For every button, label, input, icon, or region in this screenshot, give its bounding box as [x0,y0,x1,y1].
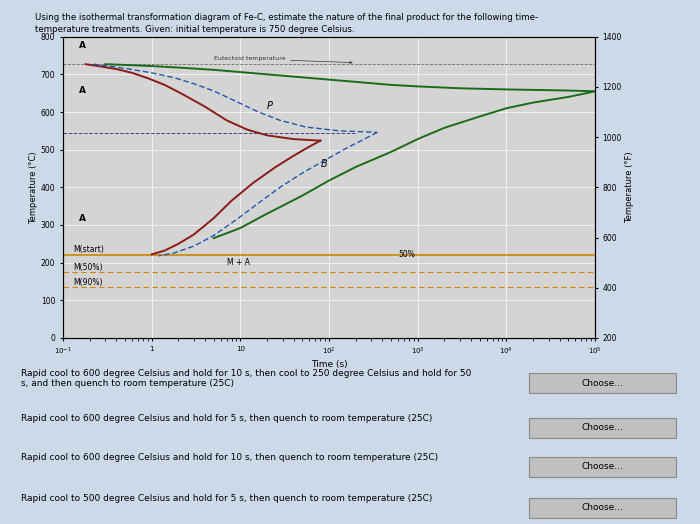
Text: 50%: 50% [398,250,415,259]
Text: Using the isothermal transformation diagram of Fe-C, estimate the nature of the : Using the isothermal transformation diag… [35,13,538,22]
Text: M(50%): M(50%) [73,263,103,272]
Text: A: A [78,214,85,223]
Text: Rapid cool to 600 degree Celsius and hold for 10 s, then quench to room temperat: Rapid cool to 600 degree Celsius and hol… [21,453,438,462]
Text: M(start): M(start) [73,245,104,254]
X-axis label: Time (s): Time (s) [311,359,347,369]
FancyBboxPatch shape [528,457,676,477]
FancyBboxPatch shape [528,498,676,518]
Text: M + A: M + A [227,257,250,267]
Text: Choose...: Choose... [581,463,623,472]
Text: Choose...: Choose... [581,504,623,512]
Text: Rapid cool to 600 degree Celsius and hold for 10 s, then cool to 250 degree Cels: Rapid cool to 600 degree Celsius and hol… [21,369,471,388]
Text: B: B [321,159,327,169]
Text: temperature treatments. Given: initial temperature is 750 degree Celsius.: temperature treatments. Given: initial t… [35,25,354,34]
Text: Rapid cool to 600 degree Celsius and hold for 5 s, then quench to room temperatu: Rapid cool to 600 degree Celsius and hol… [21,413,433,422]
Text: P: P [267,101,273,111]
Text: A: A [78,41,85,50]
Text: Eutectoid temperature: Eutectoid temperature [214,57,352,64]
FancyBboxPatch shape [528,418,676,438]
Y-axis label: Temperature (°F): Temperature (°F) [625,151,634,223]
Y-axis label: Temperature (°C): Temperature (°C) [29,151,38,224]
Text: Rapid cool to 500 degree Celsius and hold for 5 s, then quench to room temperatu: Rapid cool to 500 degree Celsius and hol… [21,494,433,503]
Text: A: A [78,86,85,95]
Text: Choose...: Choose... [581,423,623,432]
FancyBboxPatch shape [528,374,676,393]
Text: Choose...: Choose... [581,379,623,388]
Text: M(90%): M(90%) [73,278,103,287]
